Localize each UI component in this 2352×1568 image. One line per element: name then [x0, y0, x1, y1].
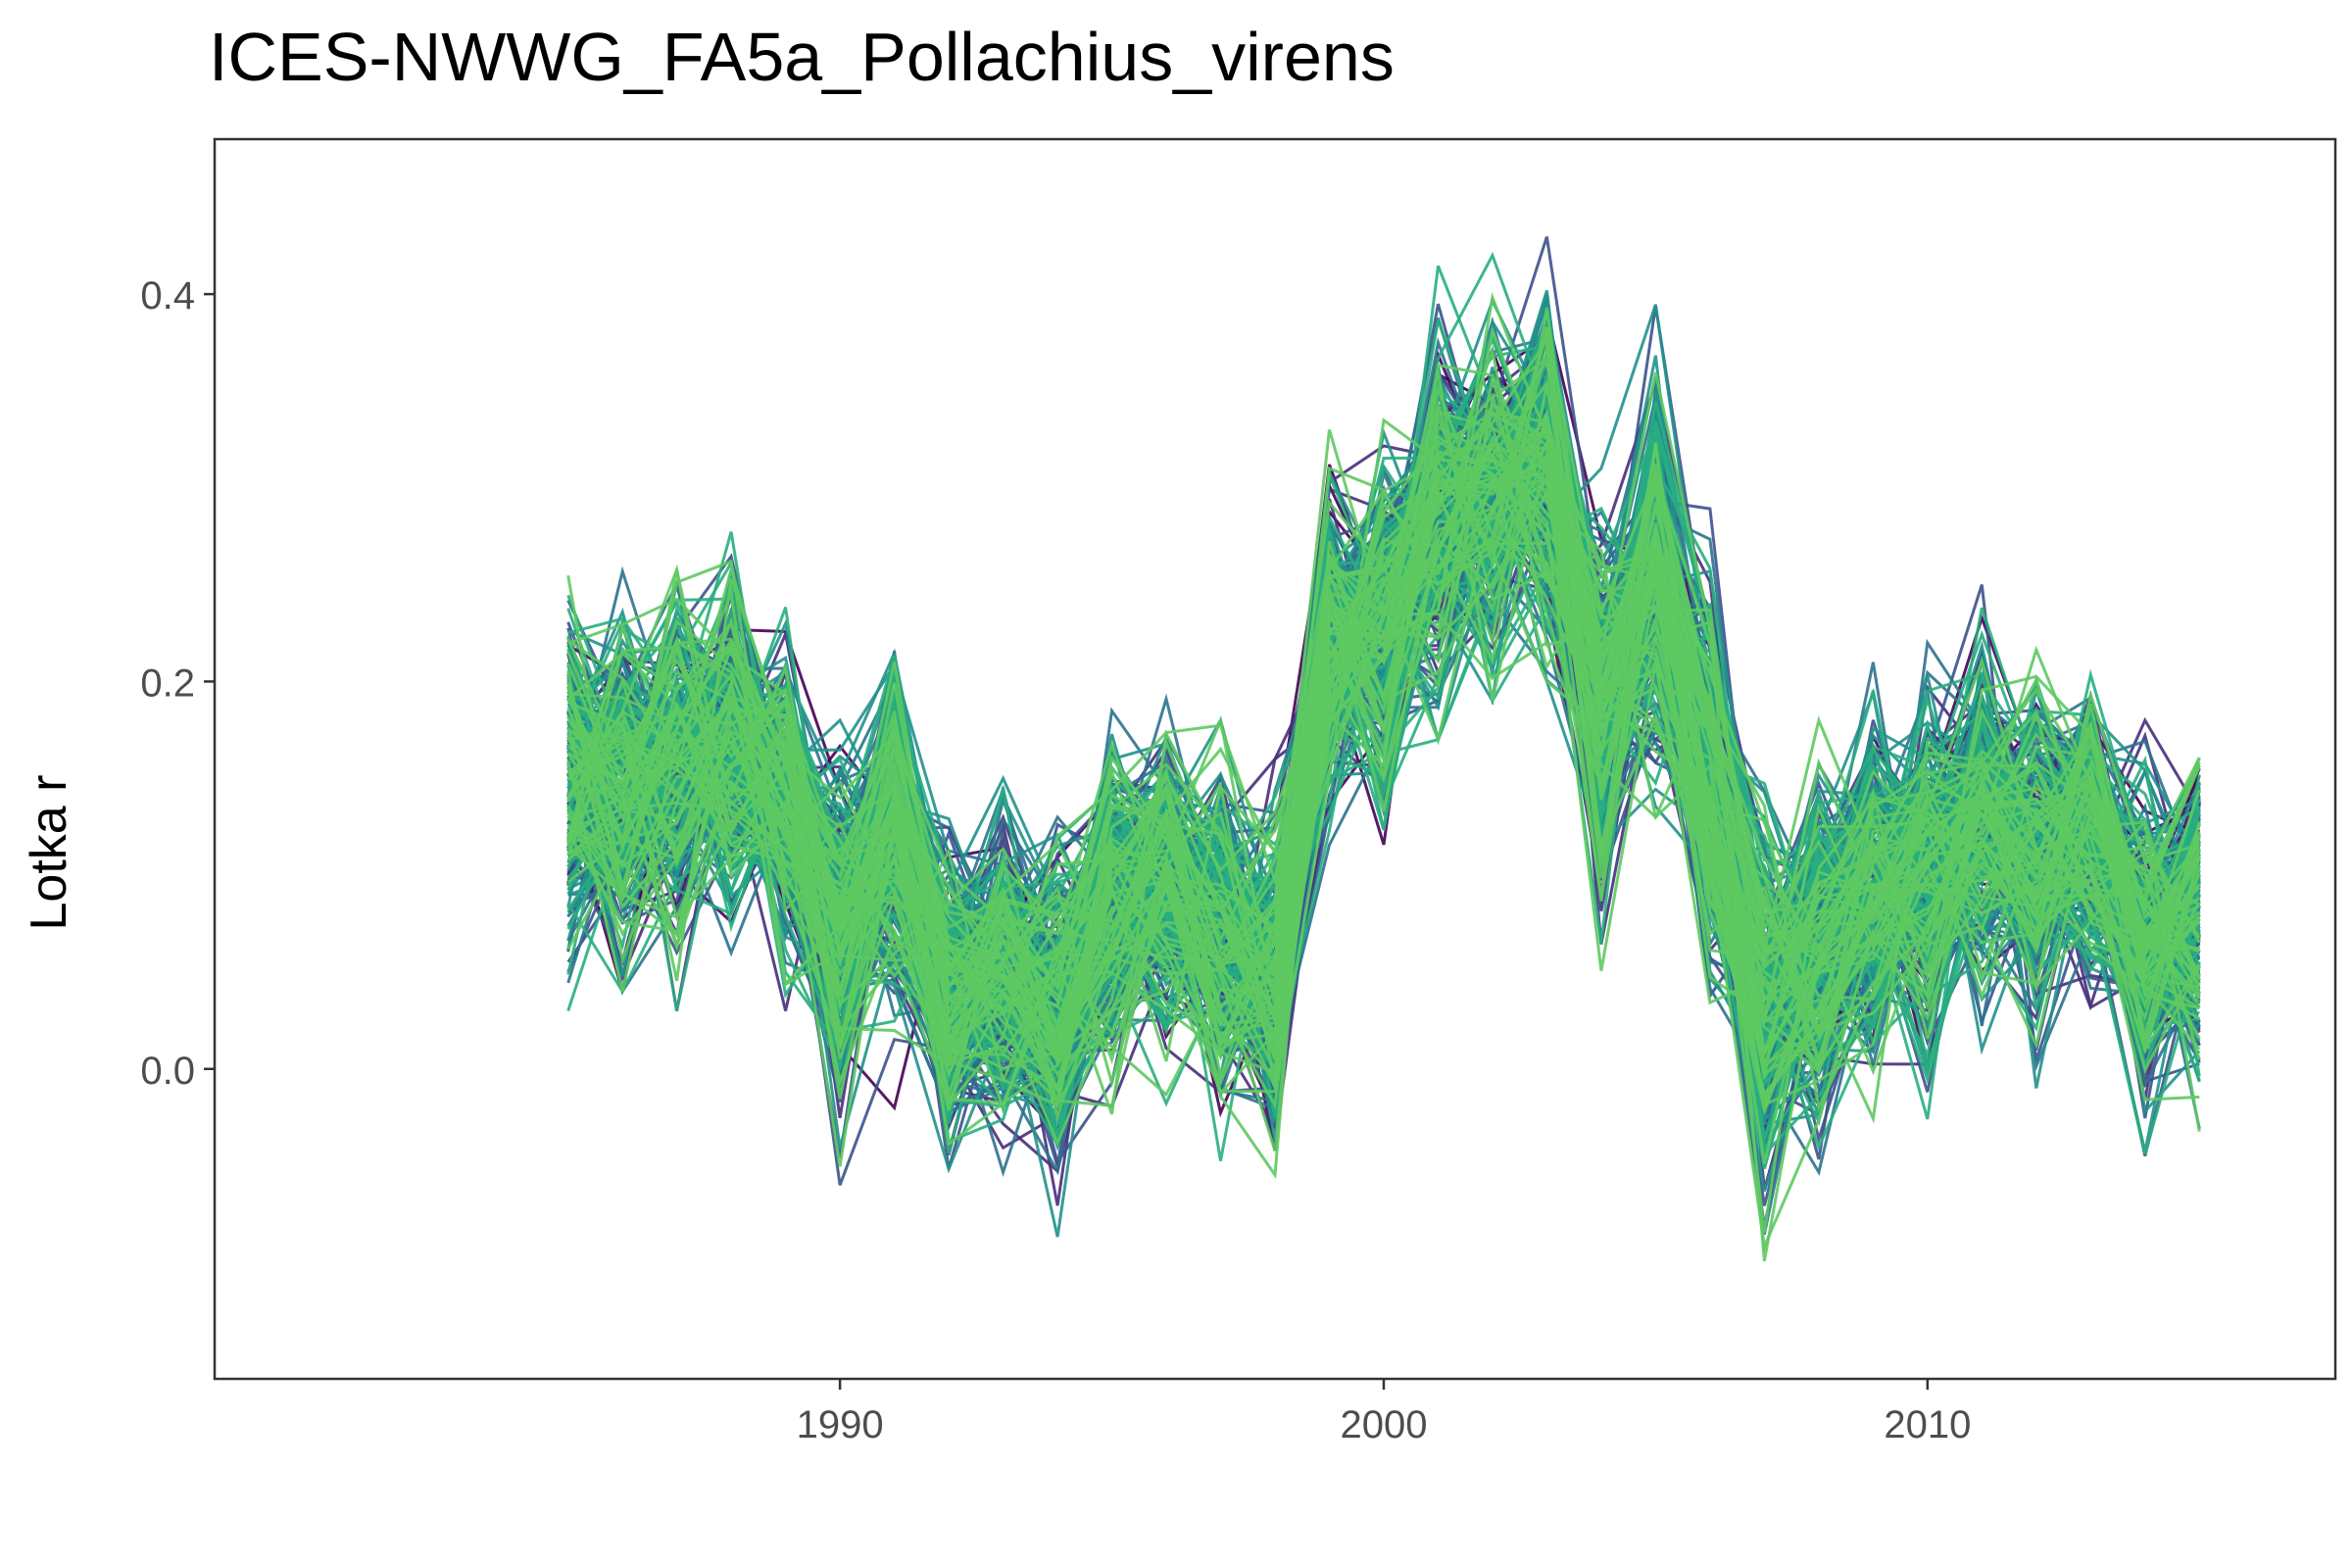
series-line [567, 521, 2200, 1122]
series-line [566, 424, 2201, 1045]
plot-panel-border [213, 137, 2337, 1381]
series-line [566, 385, 2200, 1147]
x-tick-label: 2000 [1340, 1403, 1427, 1446]
series-line [566, 376, 2201, 1042]
series-line [566, 473, 2201, 1107]
series-line [566, 481, 2201, 1095]
y-tick-label: 0.4 [140, 274, 195, 318]
y-tick-label: 0.0 [140, 1050, 195, 1093]
series-line [566, 440, 2201, 1098]
series-line [566, 442, 2201, 1105]
y-tick-label: 0.2 [140, 662, 195, 705]
series-line [567, 415, 2201, 1056]
series-line [566, 379, 2200, 1087]
x-tick-label: 2010 [1884, 1403, 1971, 1446]
series-line [566, 413, 2200, 1054]
series-line [566, 370, 2200, 1107]
series-lines [566, 236, 2201, 1261]
series-line [566, 328, 2201, 1109]
axes: 0.0 0.2 0.4 1990 2000 2010 [140, 274, 1971, 1446]
x-tick-label: 1990 [797, 1403, 884, 1446]
series-line [566, 472, 2201, 1122]
series-line [567, 344, 2201, 1098]
series-line [567, 411, 2201, 1252]
chart-title: ICES-NWWG_FA5a_Pollachius_virens [209, 19, 1395, 95]
series-line [566, 363, 2201, 1164]
